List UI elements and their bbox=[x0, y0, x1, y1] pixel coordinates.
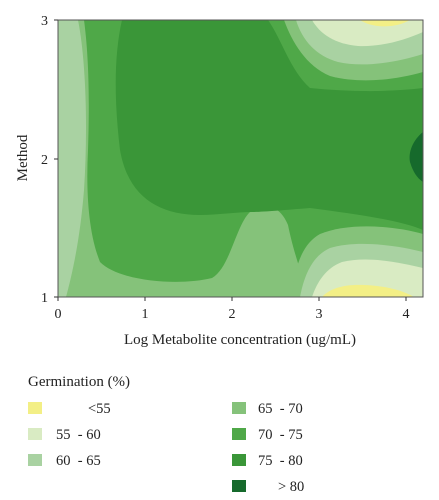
legend-label-lt55: <55 bbox=[88, 401, 111, 417]
legend-label-55-60: 55 - 60 bbox=[56, 427, 101, 443]
legend-swatch-55-60 bbox=[28, 428, 42, 440]
legend-label-gt80: > 80 bbox=[278, 479, 304, 495]
x-ticks bbox=[57, 297, 407, 301]
region-gt80 bbox=[409, 132, 423, 182]
y-ticks bbox=[54, 19, 58, 298]
x-tick-label-2: 2 bbox=[229, 307, 236, 322]
region-lt55-lower-right bbox=[322, 284, 414, 297]
x-tick-label-4: 4 bbox=[403, 307, 410, 322]
legend: Germination (%) <55 55 - 60 60 - 65 65 -… bbox=[28, 374, 304, 495]
legend-label-60-65: 60 - 65 bbox=[56, 453, 101, 469]
x-tick-label-1: 1 bbox=[142, 307, 149, 322]
legend-swatch-70-75 bbox=[232, 428, 246, 440]
legend-swatch-gt80 bbox=[232, 480, 246, 492]
y-tick-label-3: 3 bbox=[41, 14, 48, 29]
legend-label-70-75: 70 - 75 bbox=[258, 427, 303, 443]
x-tick-label-3: 3 bbox=[316, 307, 323, 322]
y-tick-label-2: 2 bbox=[41, 153, 48, 168]
region-lt55-upper-right bbox=[360, 20, 410, 27]
legend-swatch-lt55 bbox=[28, 402, 42, 414]
region-55-60-upper-right bbox=[312, 20, 423, 47]
y-axis-title: Method bbox=[15, 134, 31, 181]
region-60-65-left bbox=[58, 20, 86, 297]
x-axis-title: Log Metabolite concentration (ug/mL) bbox=[124, 332, 356, 348]
legend-title: Germination (%) bbox=[28, 374, 130, 390]
region-75-80-blob bbox=[115, 20, 423, 230]
legend-swatch-75-80 bbox=[232, 454, 246, 466]
legend-label-65-70: 65 - 70 bbox=[258, 401, 303, 417]
legend-swatch-65-70 bbox=[232, 402, 246, 414]
legend-label-75-80: 75 - 80 bbox=[258, 453, 303, 469]
plot-area bbox=[58, 20, 423, 297]
x-tick-label-0: 0 bbox=[55, 307, 62, 322]
y-tick-label-1: 1 bbox=[41, 291, 48, 306]
legend-swatch-60-65 bbox=[28, 454, 42, 466]
